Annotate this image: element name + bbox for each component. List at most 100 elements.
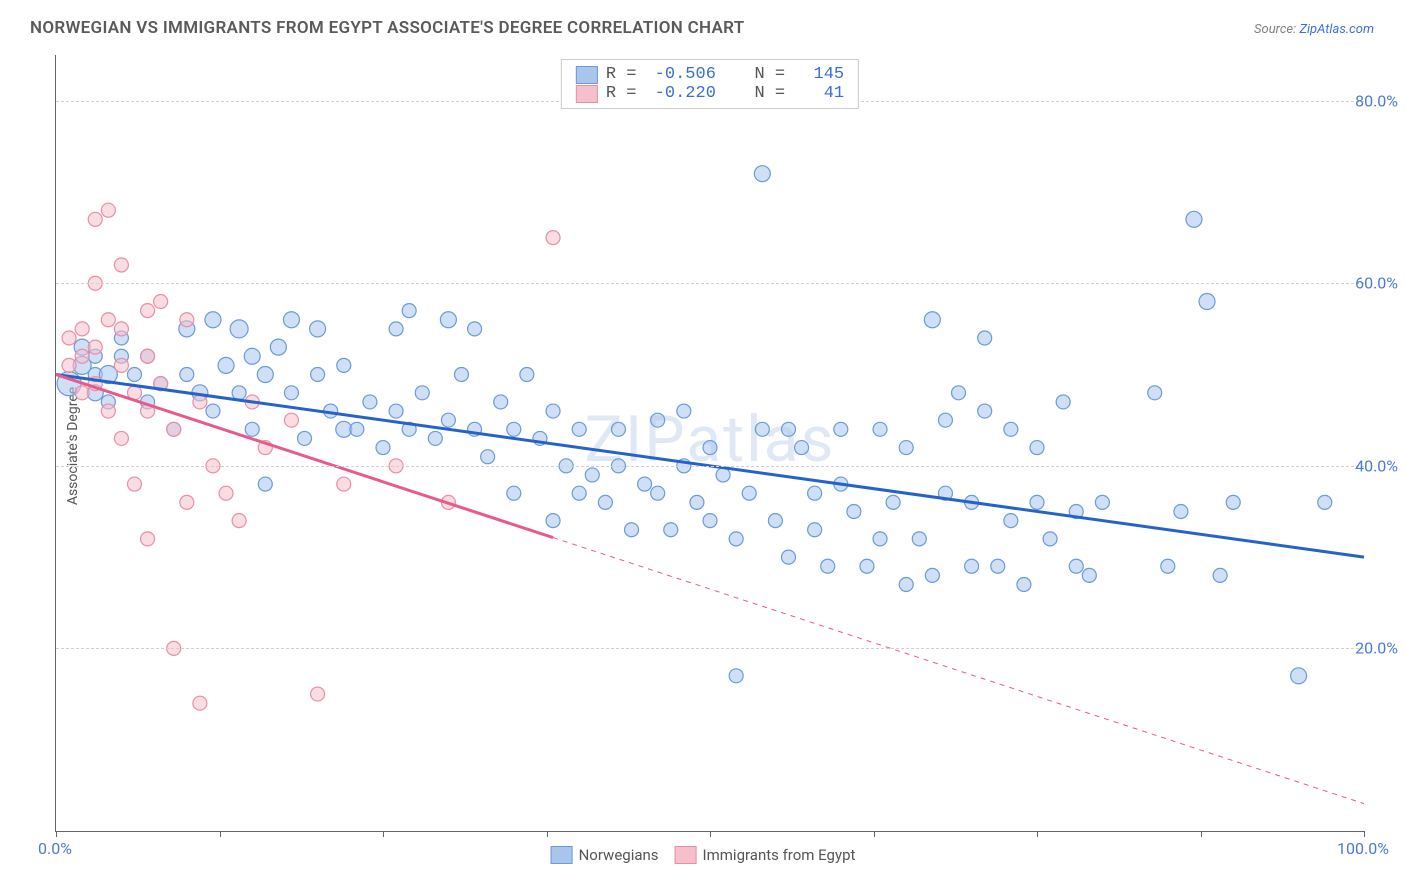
data-point [755,422,769,436]
data-point [88,212,102,226]
legend-swatch [576,85,598,103]
data-point [114,258,128,272]
data-point [978,404,992,418]
data-point [546,231,560,245]
data-point [193,696,207,710]
data-point [337,477,351,491]
legend-swatch [576,66,598,84]
data-point [298,431,312,445]
source-prefix: Source: [1254,22,1299,37]
correlation-legend: R = -0.506 N = 145R = -0.220 N = 41 [561,59,859,109]
data-point [1082,568,1096,582]
data-point [677,404,691,418]
trend-line-extrapolated [553,538,1364,804]
chart-plot-area: ZIPatlas R = -0.506 N = 145R = -0.220 N … [55,55,1364,832]
data-point [101,404,115,418]
data-point [180,495,194,509]
data-point [1004,514,1018,528]
gridline [56,466,1364,467]
data-point [376,441,390,455]
data-point [114,431,128,445]
data-point [924,312,940,328]
data-point [154,294,168,308]
data-point [206,404,220,418]
data-point [795,441,809,455]
data-point [1030,441,1044,455]
data-point [114,322,128,336]
data-point [258,477,272,491]
data-point [428,431,442,445]
data-point [350,422,364,436]
r-label: R = [606,65,647,84]
data-point [75,322,89,336]
n-value: 41 [803,84,844,103]
data-point [572,486,586,500]
data-point [75,386,89,400]
data-point [1043,532,1057,546]
data-point [311,687,325,701]
data-point [389,322,403,336]
scatter-plot-svg [56,55,1364,831]
data-point [193,395,207,409]
r-value: -0.220 [655,84,716,103]
x-tick-mark [874,831,875,837]
data-point [101,313,115,327]
data-point [180,313,194,327]
data-point [244,348,260,364]
data-point [1226,495,1240,509]
legend-label: Norwegians [579,846,659,864]
x-tick-mark [1037,831,1038,837]
x-tick-mark [220,831,221,837]
source-attribution: Source: ZipAtlas.com [1254,22,1374,37]
data-point [808,486,822,500]
data-point [546,514,560,528]
data-point [729,532,743,546]
x-tick-mark [1201,831,1202,837]
data-point [284,413,298,427]
x-tick-mark [1364,831,1365,837]
data-point [938,413,952,427]
legend-swatch [551,846,573,864]
source-link[interactable]: ZipAtlas.com [1299,22,1374,37]
data-point [454,368,468,382]
data-point [1030,495,1044,509]
data-point [1291,668,1307,684]
data-point [180,368,194,382]
data-point [651,413,665,427]
gridline [56,283,1364,284]
data-point [638,477,652,491]
y-tick-label: 20.0% [1355,639,1398,658]
data-point [62,358,76,372]
legend-label: Immigrants from Egypt [703,846,856,864]
data-point [114,358,128,372]
x-tick-mark [547,831,548,837]
data-point [507,486,521,500]
data-point [729,669,743,683]
data-point [205,312,221,328]
data-point [441,413,455,427]
data-point [847,504,861,518]
data-point [651,486,665,500]
data-point [585,468,599,482]
data-point [232,386,246,400]
data-point [625,523,639,537]
data-point [978,331,992,345]
data-point [1199,293,1215,309]
legend-row: R = -0.506 N = 145 [576,65,844,84]
data-point [218,357,234,373]
y-tick-label: 80.0% [1355,91,1398,110]
data-point [546,404,560,418]
data-point [912,532,926,546]
legend-item: Norwegians [551,846,659,864]
data-point [520,368,534,382]
data-point [860,559,874,573]
data-point [494,395,508,409]
data-point [1174,504,1188,518]
y-tick-label: 40.0% [1355,456,1398,475]
data-point [311,368,325,382]
data-point [1017,578,1031,592]
data-point [1095,495,1109,509]
data-point [572,422,586,436]
n-label: N = [724,65,795,84]
data-point [440,312,456,328]
